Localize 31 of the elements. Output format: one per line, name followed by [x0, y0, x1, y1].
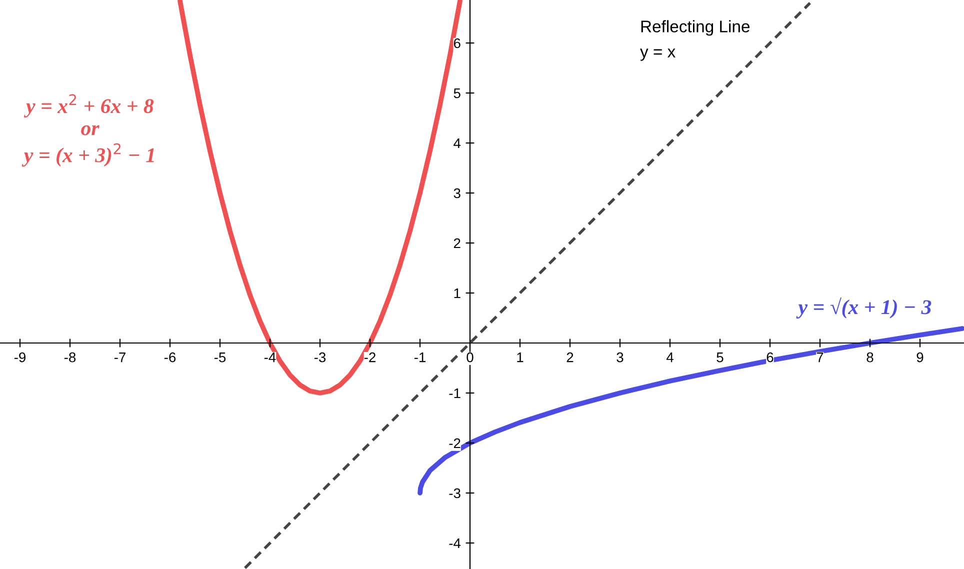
- x-tick-label: 8: [866, 352, 874, 362]
- x-tick-label: -2: [364, 352, 376, 362]
- x-tick-label: 3: [616, 352, 624, 362]
- y-tick-label: -2: [449, 438, 460, 448]
- series-label: Reflecting Line y = x: [640, 20, 750, 61]
- x-tick-label: 0: [466, 352, 474, 362]
- x-tick-label: -3: [314, 352, 326, 362]
- y-tick-label: -4: [449, 538, 461, 548]
- y-tick-label: 4: [454, 138, 461, 148]
- x-tick-label: -5: [214, 352, 226, 362]
- y-tick-label: 3: [454, 188, 460, 198]
- x-tick-label: 9: [916, 352, 924, 362]
- x-tick-label: -6: [164, 352, 176, 362]
- y-tick-label: 1: [454, 288, 460, 298]
- y-tick-label: 5: [454, 88, 460, 98]
- y-tick-label: 6: [454, 38, 460, 48]
- x-tick-label: -9: [14, 352, 26, 362]
- y-tick-label: 2: [454, 238, 460, 248]
- x-tick-label: 1: [517, 352, 524, 362]
- x-tick-label: 7: [816, 352, 824, 362]
- x-tick-label: 5: [716, 352, 724, 362]
- text: y = x$^{2}$ + 6x + 8 or y = (x + 3)$^{2}$ − 1: [22, 94, 154, 167]
- series-label: y = √(x + 1) − 3: [796, 298, 932, 318]
- x-tick-label: -7: [114, 352, 126, 362]
- x-tick-label: -1: [414, 352, 426, 362]
- x-tick-label: -4: [264, 352, 276, 362]
- y-tick-label: -3: [449, 488, 460, 498]
- x-tick-label: 4: [666, 352, 674, 362]
- x-tick-label: -8: [64, 352, 76, 362]
- y-tick-label: -1: [449, 388, 460, 398]
- x-tick-label: 2: [566, 352, 574, 362]
